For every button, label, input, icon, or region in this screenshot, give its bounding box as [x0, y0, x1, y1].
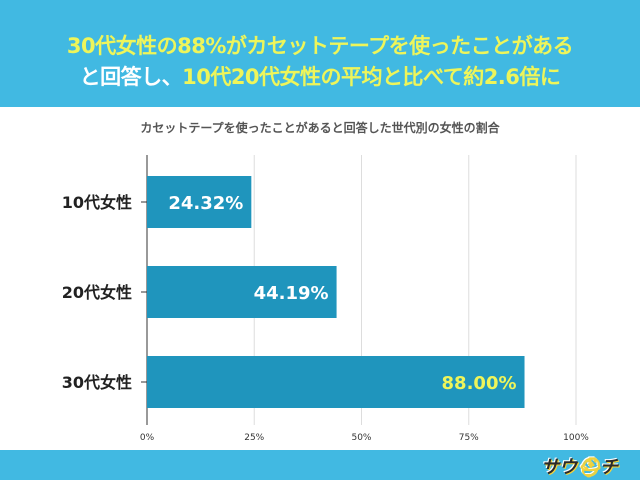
- x-tick-label: 50%: [351, 433, 371, 443]
- x-tick-label: 25%: [244, 433, 264, 443]
- footer-band: サウ⛑チ: [0, 450, 640, 480]
- category-label: 30代女性: [62, 373, 132, 392]
- headline-line2: と回答し、10代20代女性の平均と比べて約2.6倍に: [0, 61, 640, 91]
- bar: [147, 356, 525, 408]
- data-label: 88.00%: [442, 373, 517, 394]
- x-tick-label: 100%: [563, 433, 589, 443]
- header-banner: 30代女性の88%がカセットテープを使ったことがある と回答し、10代20代女性…: [0, 0, 640, 107]
- bar: [147, 266, 337, 318]
- data-label: 24.32%: [168, 193, 243, 214]
- chart-title: カセットテープを使ったことがあると回答した世代別の女性の割合: [140, 121, 500, 135]
- x-tick-label: 75%: [459, 433, 479, 443]
- x-tick-label: 0%: [140, 433, 155, 443]
- headline-line2-white: と回答し、: [79, 65, 183, 89]
- category-label: 20代女性: [62, 283, 132, 302]
- data-label: 44.19%: [254, 283, 329, 304]
- brand-logo: サウ⛑チ: [541, 457, 618, 478]
- headline-line2-yellow: 10代20代女性の平均と比べて約2.6倍に: [182, 65, 561, 89]
- bar: [147, 176, 252, 228]
- category-label: 10代女性: [62, 193, 132, 212]
- bar-chart: 0% 25% 50% 75% 100% 10代女性 24.32% 20代女性 44.19% 30代…: [62, 155, 589, 443]
- headline-line1: 30代女性の88%がカセットテープを使ったことがある: [66, 34, 574, 58]
